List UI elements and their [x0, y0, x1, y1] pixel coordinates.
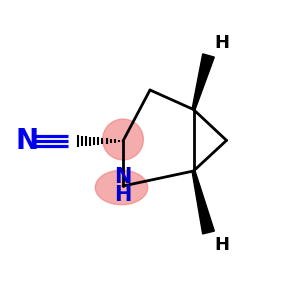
Text: N: N	[15, 127, 39, 155]
Text: H: H	[214, 34, 230, 52]
Circle shape	[103, 119, 143, 160]
Text: H: H	[214, 236, 230, 253]
Polygon shape	[192, 54, 214, 110]
Polygon shape	[192, 171, 214, 234]
Text: N
H: N H	[114, 167, 132, 205]
Ellipse shape	[95, 170, 148, 205]
